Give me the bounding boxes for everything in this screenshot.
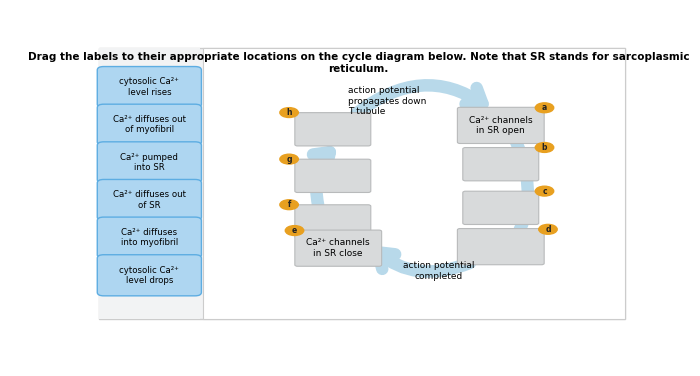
- FancyArrowPatch shape: [356, 85, 482, 114]
- FancyBboxPatch shape: [99, 48, 624, 319]
- Text: Ca²⁺ diffuses
into myofibril: Ca²⁺ diffuses into myofibril: [120, 228, 178, 247]
- Text: Ca²⁺ diffuses out
of myofibril: Ca²⁺ diffuses out of myofibril: [113, 115, 186, 135]
- Text: Drag the labels to their appropriate locations on the cycle diagram below. Note : Drag the labels to their appropriate loc…: [28, 52, 690, 74]
- Text: cytosolic Ca²⁺
level drops: cytosolic Ca²⁺ level drops: [120, 265, 179, 285]
- FancyBboxPatch shape: [463, 191, 539, 224]
- Text: b: b: [542, 143, 547, 152]
- Circle shape: [286, 226, 304, 235]
- FancyBboxPatch shape: [97, 104, 202, 145]
- FancyBboxPatch shape: [295, 230, 382, 266]
- Text: Ca²⁺ channels
in SR close: Ca²⁺ channels in SR close: [307, 238, 370, 258]
- FancyArrowPatch shape: [313, 152, 330, 205]
- FancyBboxPatch shape: [97, 217, 202, 258]
- Text: action potential
propagates down
T tubule: action potential propagates down T tubul…: [348, 86, 426, 116]
- FancyBboxPatch shape: [97, 255, 202, 296]
- Text: cytosolic Ca²⁺
level rises: cytosolic Ca²⁺ level rises: [120, 77, 179, 97]
- Text: g: g: [286, 155, 292, 164]
- FancyBboxPatch shape: [97, 67, 202, 108]
- Circle shape: [536, 103, 554, 113]
- FancyArrowPatch shape: [506, 142, 528, 251]
- Circle shape: [280, 154, 298, 164]
- FancyBboxPatch shape: [99, 48, 200, 319]
- Circle shape: [536, 186, 554, 196]
- Circle shape: [280, 108, 298, 117]
- FancyBboxPatch shape: [97, 179, 202, 221]
- FancyBboxPatch shape: [97, 142, 202, 183]
- Circle shape: [280, 200, 298, 210]
- Text: f: f: [288, 200, 290, 209]
- FancyBboxPatch shape: [463, 147, 539, 181]
- FancyBboxPatch shape: [457, 229, 544, 265]
- FancyBboxPatch shape: [295, 159, 371, 193]
- Text: Ca²⁺ diffuses out
of SR: Ca²⁺ diffuses out of SR: [113, 190, 186, 210]
- Text: e: e: [292, 226, 297, 235]
- Text: c: c: [542, 186, 547, 196]
- FancyBboxPatch shape: [295, 205, 371, 238]
- FancyArrowPatch shape: [378, 252, 470, 271]
- Text: action potential
completed: action potential completed: [402, 261, 474, 280]
- Text: a: a: [542, 103, 547, 112]
- Circle shape: [539, 224, 557, 234]
- Text: Ca²⁺ pumped
into SR: Ca²⁺ pumped into SR: [120, 153, 178, 172]
- Text: h: h: [286, 108, 292, 117]
- Text: Ca²⁺ channels
in SR open: Ca²⁺ channels in SR open: [469, 116, 533, 135]
- FancyBboxPatch shape: [457, 107, 544, 144]
- FancyBboxPatch shape: [295, 113, 371, 146]
- FancyBboxPatch shape: [202, 48, 624, 319]
- Circle shape: [536, 143, 554, 152]
- Text: d: d: [545, 225, 551, 234]
